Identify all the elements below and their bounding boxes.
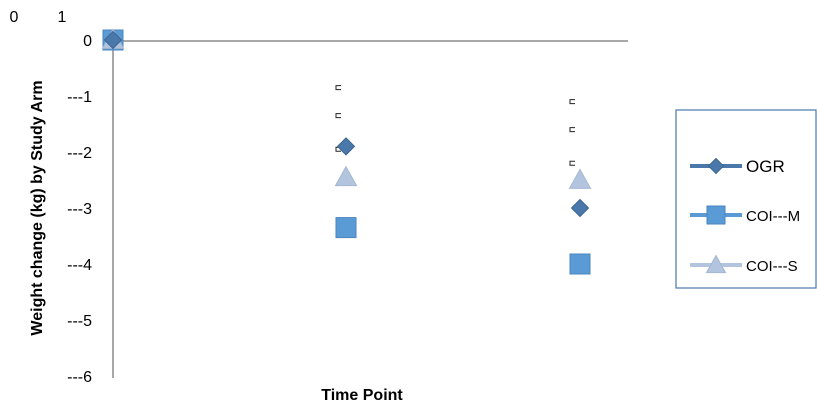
data-points [101,28,592,275]
error-marker [335,113,341,119]
y-tick-label: ---4 [67,257,92,274]
y-tick-label: ---3 [67,201,92,218]
data-point-diamond [103,30,123,50]
data-point-diamond [336,137,356,156]
error-marker [569,127,575,133]
legend-marker [707,157,725,175]
y-tick-label: ---6 [67,369,92,386]
data-point-diamond [570,198,590,218]
data-point-square [335,217,357,239]
legend-box [675,109,817,289]
y-tick-label: ---1 [67,89,92,106]
x-axis-title: Time Point [321,387,403,404]
y-axis-title: Weight change (kg) by Study Arm [29,80,46,335]
legend-label: COI---S [746,258,798,275]
legend-label: OGR [746,157,785,176]
axes [112,40,628,378]
top-tick-label: 0 [10,9,19,26]
y-tick-label: ---5 [67,313,92,330]
data-point-triangle [334,165,358,187]
y-tick-label: ---2 [67,145,92,162]
y-tick-label: 0 [83,33,92,50]
legend-marker [705,254,727,274]
y-tick-labels: 0 ---1 ---2 ---3 ---4 ---5 ---6 [67,33,92,386]
legend-label: COI---M [746,208,800,225]
top-tick-label: 1 [58,9,67,26]
legend: OGR COI---M COI---S [675,109,817,289]
error-marker [335,85,341,91]
error-markers [335,85,575,166]
data-point-square [569,253,591,275]
top-tick-labels: 0 1 [10,9,67,26]
data-point-triangle [568,168,592,189]
error-marker [569,99,575,105]
error-marker [569,160,575,166]
legend-marker [706,205,726,225]
